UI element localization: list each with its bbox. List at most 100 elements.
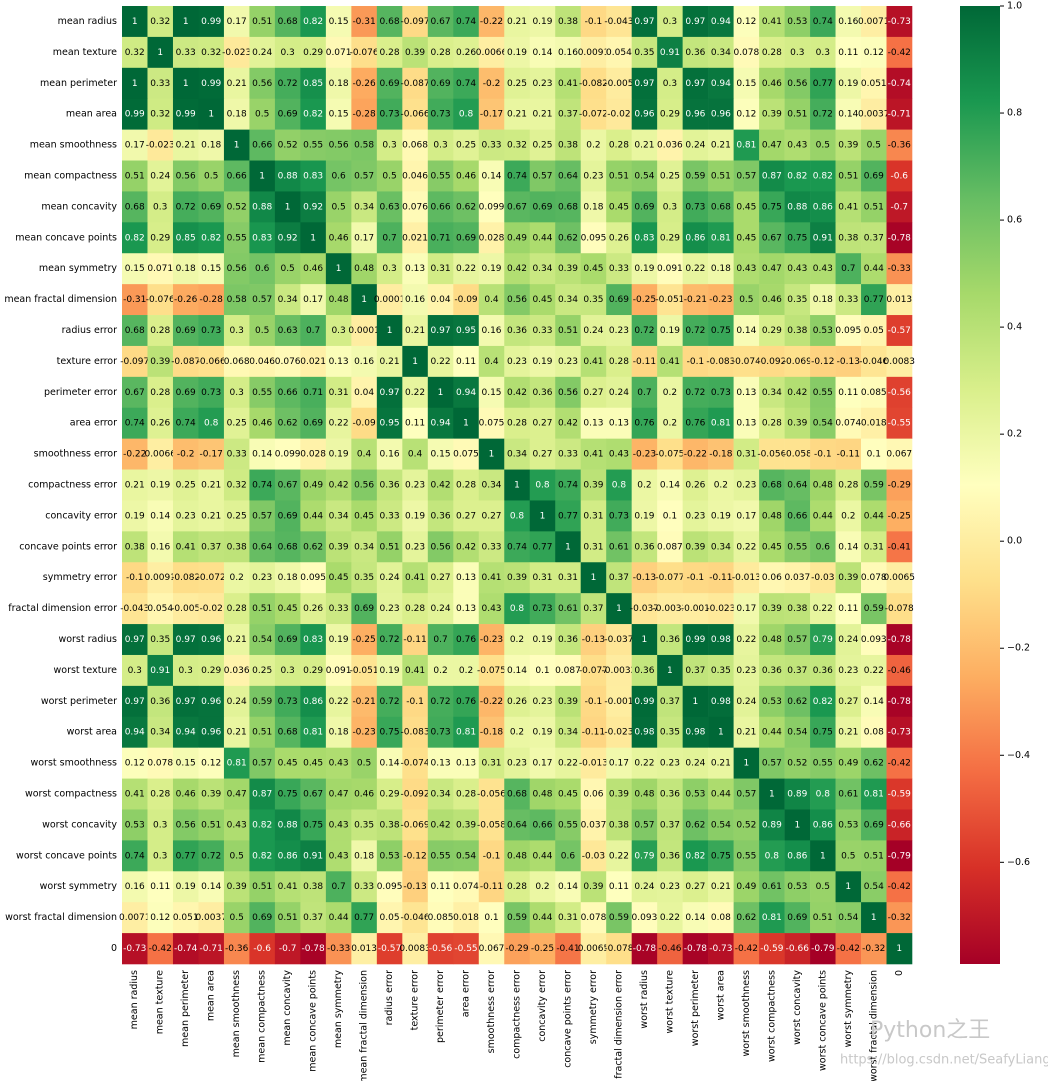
cell-label: -0.02 xyxy=(607,110,630,120)
cell-label: -0.36 xyxy=(225,944,249,954)
heatmap-cell xyxy=(606,840,632,872)
cell-label: 0.5 xyxy=(816,141,830,151)
cell-label: -0.051 xyxy=(350,666,379,676)
heatmap-cell xyxy=(682,654,709,687)
heatmap-cell xyxy=(657,438,683,470)
cell-label: -0.66 xyxy=(888,820,912,830)
heatmap-cell xyxy=(402,438,429,470)
cell-label: 0.18 xyxy=(354,851,374,861)
heatmap-cell xyxy=(223,562,250,594)
heatmap-cell xyxy=(504,6,531,38)
cell-label: 0.095 xyxy=(300,573,326,583)
cell-label: 0.41 xyxy=(558,79,578,89)
cell-label: 0.82 xyxy=(303,110,323,120)
heatmap-cell xyxy=(402,531,429,563)
cell-label: 0.32 xyxy=(150,17,170,27)
heatmap-cell xyxy=(351,531,378,563)
heatmap-cell xyxy=(351,191,378,223)
heatmap-cell xyxy=(198,654,225,687)
cell-label: 0.27 xyxy=(532,419,552,429)
heatmap-cell xyxy=(122,469,148,501)
cell-label: 0.31 xyxy=(558,913,578,923)
x-tick-label: symmetry error xyxy=(588,970,599,1044)
cell-label: 0.76 xyxy=(456,697,476,707)
cell-label: 0.18 xyxy=(813,295,833,305)
heatmap-cell xyxy=(631,345,658,378)
cell-label: 0.0001 xyxy=(348,326,380,336)
colorbar-tick-label: 0.6 xyxy=(1007,215,1022,226)
heatmap-cell xyxy=(784,500,811,532)
heatmap-cell xyxy=(427,438,454,470)
cell-label: 0.81 xyxy=(736,141,756,151)
cell-label: 0.36 xyxy=(660,851,680,861)
heatmap-cell xyxy=(835,624,862,656)
colorbar-tick-label: 0.8 xyxy=(1007,108,1022,119)
cell-label: 0.68 xyxy=(762,481,782,491)
cell-label: 0.3 xyxy=(816,48,830,58)
cell-label: 0.23 xyxy=(736,666,756,676)
heatmap-cell xyxy=(122,933,148,965)
cell-label: 0.41 xyxy=(278,882,298,892)
heatmap-cell xyxy=(198,345,225,378)
heatmap-cell xyxy=(759,840,785,872)
heatmap-cell xyxy=(325,160,352,192)
heatmap-cell xyxy=(172,531,199,563)
heatmap-cell xyxy=(402,407,429,439)
cell-label: 0.2 xyxy=(510,635,524,645)
heatmap-cell xyxy=(274,345,301,378)
heatmap-cell xyxy=(402,778,429,810)
heatmap-cell xyxy=(886,747,913,779)
x-tick-label: mean symmetry xyxy=(333,970,344,1049)
cell-label: -0.13 xyxy=(837,357,860,367)
heatmap-cell xyxy=(606,160,632,192)
cell-label: 0.82 xyxy=(201,233,221,243)
heatmap-cell xyxy=(147,129,174,161)
heatmap-cell xyxy=(810,67,836,100)
cell-label: 0.24 xyxy=(150,171,170,181)
cell-label: 0.37 xyxy=(864,233,884,243)
heatmap-cell xyxy=(606,438,632,470)
cell-label: 0.83 xyxy=(303,635,323,645)
cell-label: 0.51 xyxy=(864,202,884,212)
heatmap-cell xyxy=(300,716,327,748)
heatmap-cell xyxy=(376,871,403,903)
heatmap-cell xyxy=(198,98,225,130)
cell-label: -0.087 xyxy=(171,357,200,367)
heatmap-cell xyxy=(759,624,785,656)
cell-label: 0.12 xyxy=(864,48,884,58)
heatmap-cell xyxy=(555,36,582,69)
heatmap-cell xyxy=(223,624,250,656)
heatmap-cell xyxy=(529,469,556,501)
heatmap-cell xyxy=(810,809,836,841)
cell-label: 0.82 xyxy=(685,851,705,861)
cell-label: 0.18 xyxy=(201,141,221,151)
cell-label: 0.2 xyxy=(535,882,549,892)
heatmap-cell xyxy=(708,778,734,810)
heatmap-cell xyxy=(249,840,276,872)
cell-label: 0.23 xyxy=(660,759,680,769)
heatmap-cell xyxy=(223,67,250,100)
cell-label: 0.0065 xyxy=(884,573,916,583)
heatmap-cell xyxy=(351,438,378,470)
heatmap-cell xyxy=(249,500,276,532)
heatmap-cell xyxy=(376,593,403,625)
cell-label: 0.19 xyxy=(711,511,731,521)
heatmap-cell xyxy=(198,747,225,779)
heatmap-cell xyxy=(402,500,429,532)
heatmap-cell xyxy=(478,160,505,192)
heatmap-cell xyxy=(274,438,301,470)
cell-label: 0.31 xyxy=(329,388,349,398)
heatmap-cell xyxy=(759,438,785,470)
heatmap-cell xyxy=(606,253,632,285)
heatmap-cell xyxy=(555,315,582,347)
heatmap-cell xyxy=(708,67,734,100)
heatmap-cell xyxy=(478,716,505,748)
heatmap-cell xyxy=(733,438,760,470)
heatmap-cell xyxy=(835,407,862,439)
heatmap-cell xyxy=(274,407,301,439)
cell-label: 0.071 xyxy=(147,264,173,274)
cell-label: 0.037 xyxy=(784,573,810,583)
heatmap-cell xyxy=(657,160,683,192)
cell-label: 0.67 xyxy=(762,233,782,243)
heatmap-cell xyxy=(759,562,785,594)
